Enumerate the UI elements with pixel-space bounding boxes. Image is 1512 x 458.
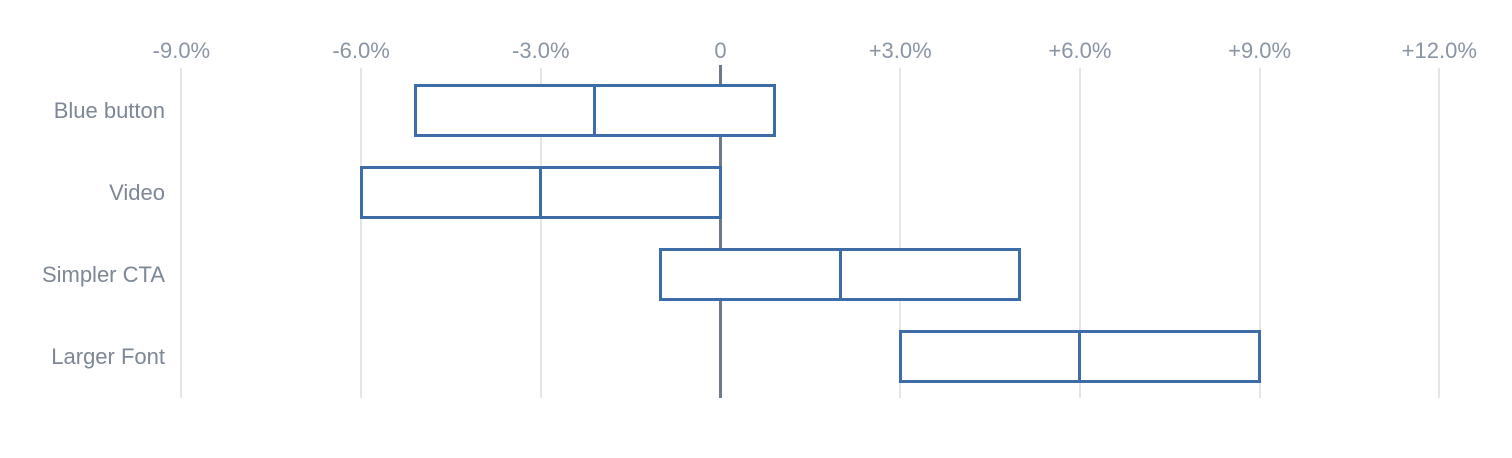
x-gridline xyxy=(1258,68,1261,398)
x-axis-tick-label: +9.0% xyxy=(1228,38,1292,63)
x-gridline xyxy=(1438,68,1441,398)
x-axis-tick-label: -9.0% xyxy=(152,38,211,63)
x-axis-tick-label: -3.0% xyxy=(512,38,570,63)
range-midline xyxy=(838,251,842,298)
x-axis-tick-label: -6.0% xyxy=(332,38,390,63)
range-box[interactable] xyxy=(359,166,722,219)
zero-gridline xyxy=(719,65,722,398)
x-axis-tick-label: +6.0% xyxy=(1048,38,1112,63)
range-box[interactable] xyxy=(413,84,776,137)
x-gridline xyxy=(1078,68,1081,398)
row-label: Simpler CTA xyxy=(41,261,165,287)
x-axis-tick-label: +3.0% xyxy=(868,38,932,63)
range-midline xyxy=(593,87,597,134)
range-midline xyxy=(1078,333,1082,380)
x-axis-tick-label: +12.0% xyxy=(1401,38,1477,63)
x-gridline xyxy=(360,68,363,398)
x-gridline xyxy=(539,68,542,398)
x-gridline xyxy=(180,68,183,398)
row-label: Larger Font xyxy=(51,343,165,369)
row-label: Blue button xyxy=(53,97,165,123)
range-box[interactable] xyxy=(659,248,1022,301)
range-box[interactable] xyxy=(898,330,1262,383)
x-axis-tick-label: 0 xyxy=(714,38,727,63)
range-midline xyxy=(539,169,543,216)
x-gridline xyxy=(899,68,902,398)
row-label: Video xyxy=(109,179,165,205)
